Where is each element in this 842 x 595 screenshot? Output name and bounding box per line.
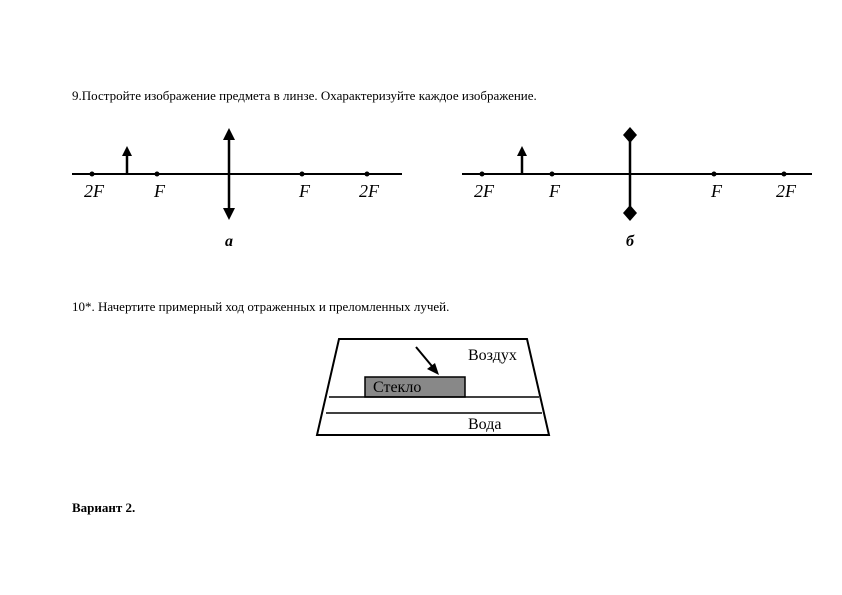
label-water: Вода [468, 416, 501, 433]
lens-diamond-bottom [623, 205, 637, 221]
fig-label-b: б [626, 233, 635, 250]
object-arrow-head [122, 146, 132, 156]
lens-diamond-top [623, 127, 637, 143]
diagram-a-svg: 2F F F 2F а [72, 124, 402, 254]
label-F-left: F [153, 181, 166, 201]
object-arrow-head-b [517, 146, 527, 156]
point-2F-left-b [480, 172, 485, 177]
label-2F-right: 2F [359, 181, 380, 201]
fig-label-a: а [225, 233, 233, 250]
label-glass: Стекло [373, 379, 421, 396]
diagram-b-svg: 2F F F 2F б [462, 124, 812, 254]
refraction-container: Воздух Стекло Вода [72, 335, 794, 440]
lens-arrow-top [223, 128, 235, 140]
label-2F-left-b: 2F [474, 181, 495, 201]
question-10-text: 10*. Начертите примерный ход отраженных … [72, 299, 794, 315]
question-9-text: 9.Постройте изображение предмета в линзе… [72, 88, 794, 104]
label-F-left-b: F [548, 181, 561, 201]
point-2F-right-b [782, 172, 787, 177]
point-2F-right [365, 172, 370, 177]
label-F-right: F [298, 181, 311, 201]
lens-arrow-bottom [223, 208, 235, 220]
label-air: Воздух [468, 347, 517, 364]
variant-label: Вариант 2. [72, 500, 794, 516]
point-2F-left [90, 172, 95, 177]
label-2F-left: 2F [84, 181, 105, 201]
ray-arrowhead [427, 363, 439, 375]
diagram-a-container: 2F F F 2F а [72, 124, 402, 259]
diagram-b-container: 2F F F 2F б [462, 124, 812, 259]
label-2F-right-b: 2F [776, 181, 797, 201]
point-F-right [300, 172, 305, 177]
point-F-left [155, 172, 160, 177]
point-F-right-b [712, 172, 717, 177]
label-F-right-b: F [710, 181, 723, 201]
lens-diagrams-row: 2F F F 2F а 2F F F 2F б [72, 124, 794, 259]
refraction-svg: Воздух Стекло Вода [313, 335, 553, 440]
point-F-left-b [550, 172, 555, 177]
